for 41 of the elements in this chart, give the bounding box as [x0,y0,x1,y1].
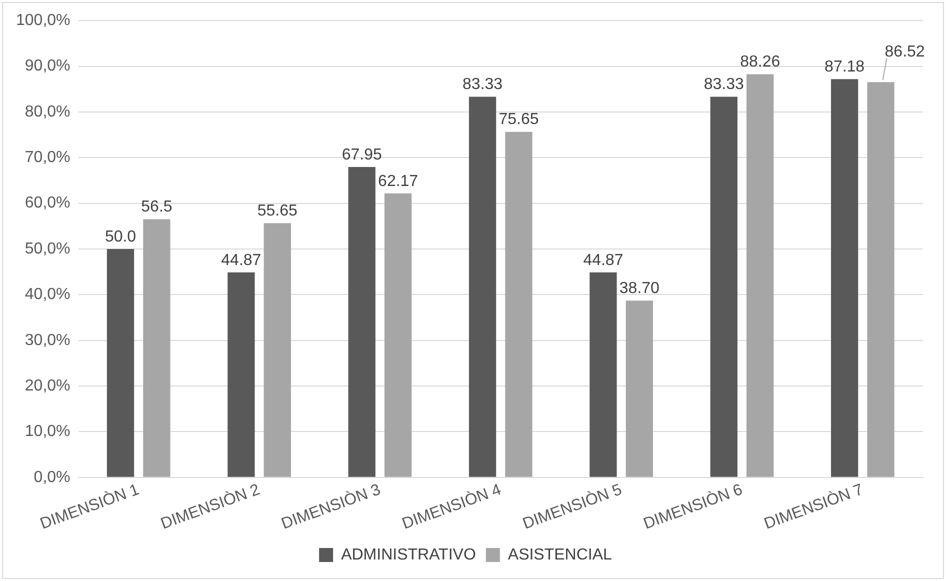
y-tick-label: 40,0% [24,286,70,304]
data-label: 83.33 [462,76,503,94]
data-label: 38.70 [619,280,660,298]
y-tick-label: 10,0% [24,423,70,440]
bar [348,167,376,477]
bar [468,96,496,477]
bar [505,132,532,477]
bar [867,82,894,477]
legend-label: ADMINISTRATIVO [341,546,476,564]
data-label: 86.52 [884,44,925,61]
y-tick-label: 100,0% [16,12,70,30]
bar [590,272,617,477]
data-label: 62.17 [378,172,418,190]
y-tick-label: 80,0% [24,103,70,120]
bar [106,248,134,477]
data-label: 55.65 [257,202,298,220]
y-tick-label: 30,0% [24,332,70,349]
bar [746,74,774,477]
y-tick-label: 70,0% [24,149,70,166]
y-tick-label: 50,0% [24,240,70,258]
data-label: 56.5 [141,198,172,216]
bar [384,193,412,477]
data-label: 44.87 [221,252,262,269]
data-label: 83.33 [704,76,744,94]
data-label: 50.0 [104,228,136,246]
bar [143,219,170,477]
bar [264,223,291,477]
bar [710,96,738,477]
data-label: 44.87 [583,252,624,269]
bar [830,79,858,477]
y-tick-label: 20,0% [24,377,70,394]
data-label: 67.95 [342,146,382,164]
y-tick-label: 60,0% [24,194,70,212]
y-tick-label: 0,0% [34,468,70,486]
y-tick-label: 90,0% [24,58,70,75]
data-label: 75.65 [498,111,539,128]
data-label: 87.18 [824,58,865,76]
bar [626,300,653,477]
bar [228,272,255,477]
legend-label: ASISTENCIAL [508,546,612,564]
data-label: 88.26 [740,54,780,71]
